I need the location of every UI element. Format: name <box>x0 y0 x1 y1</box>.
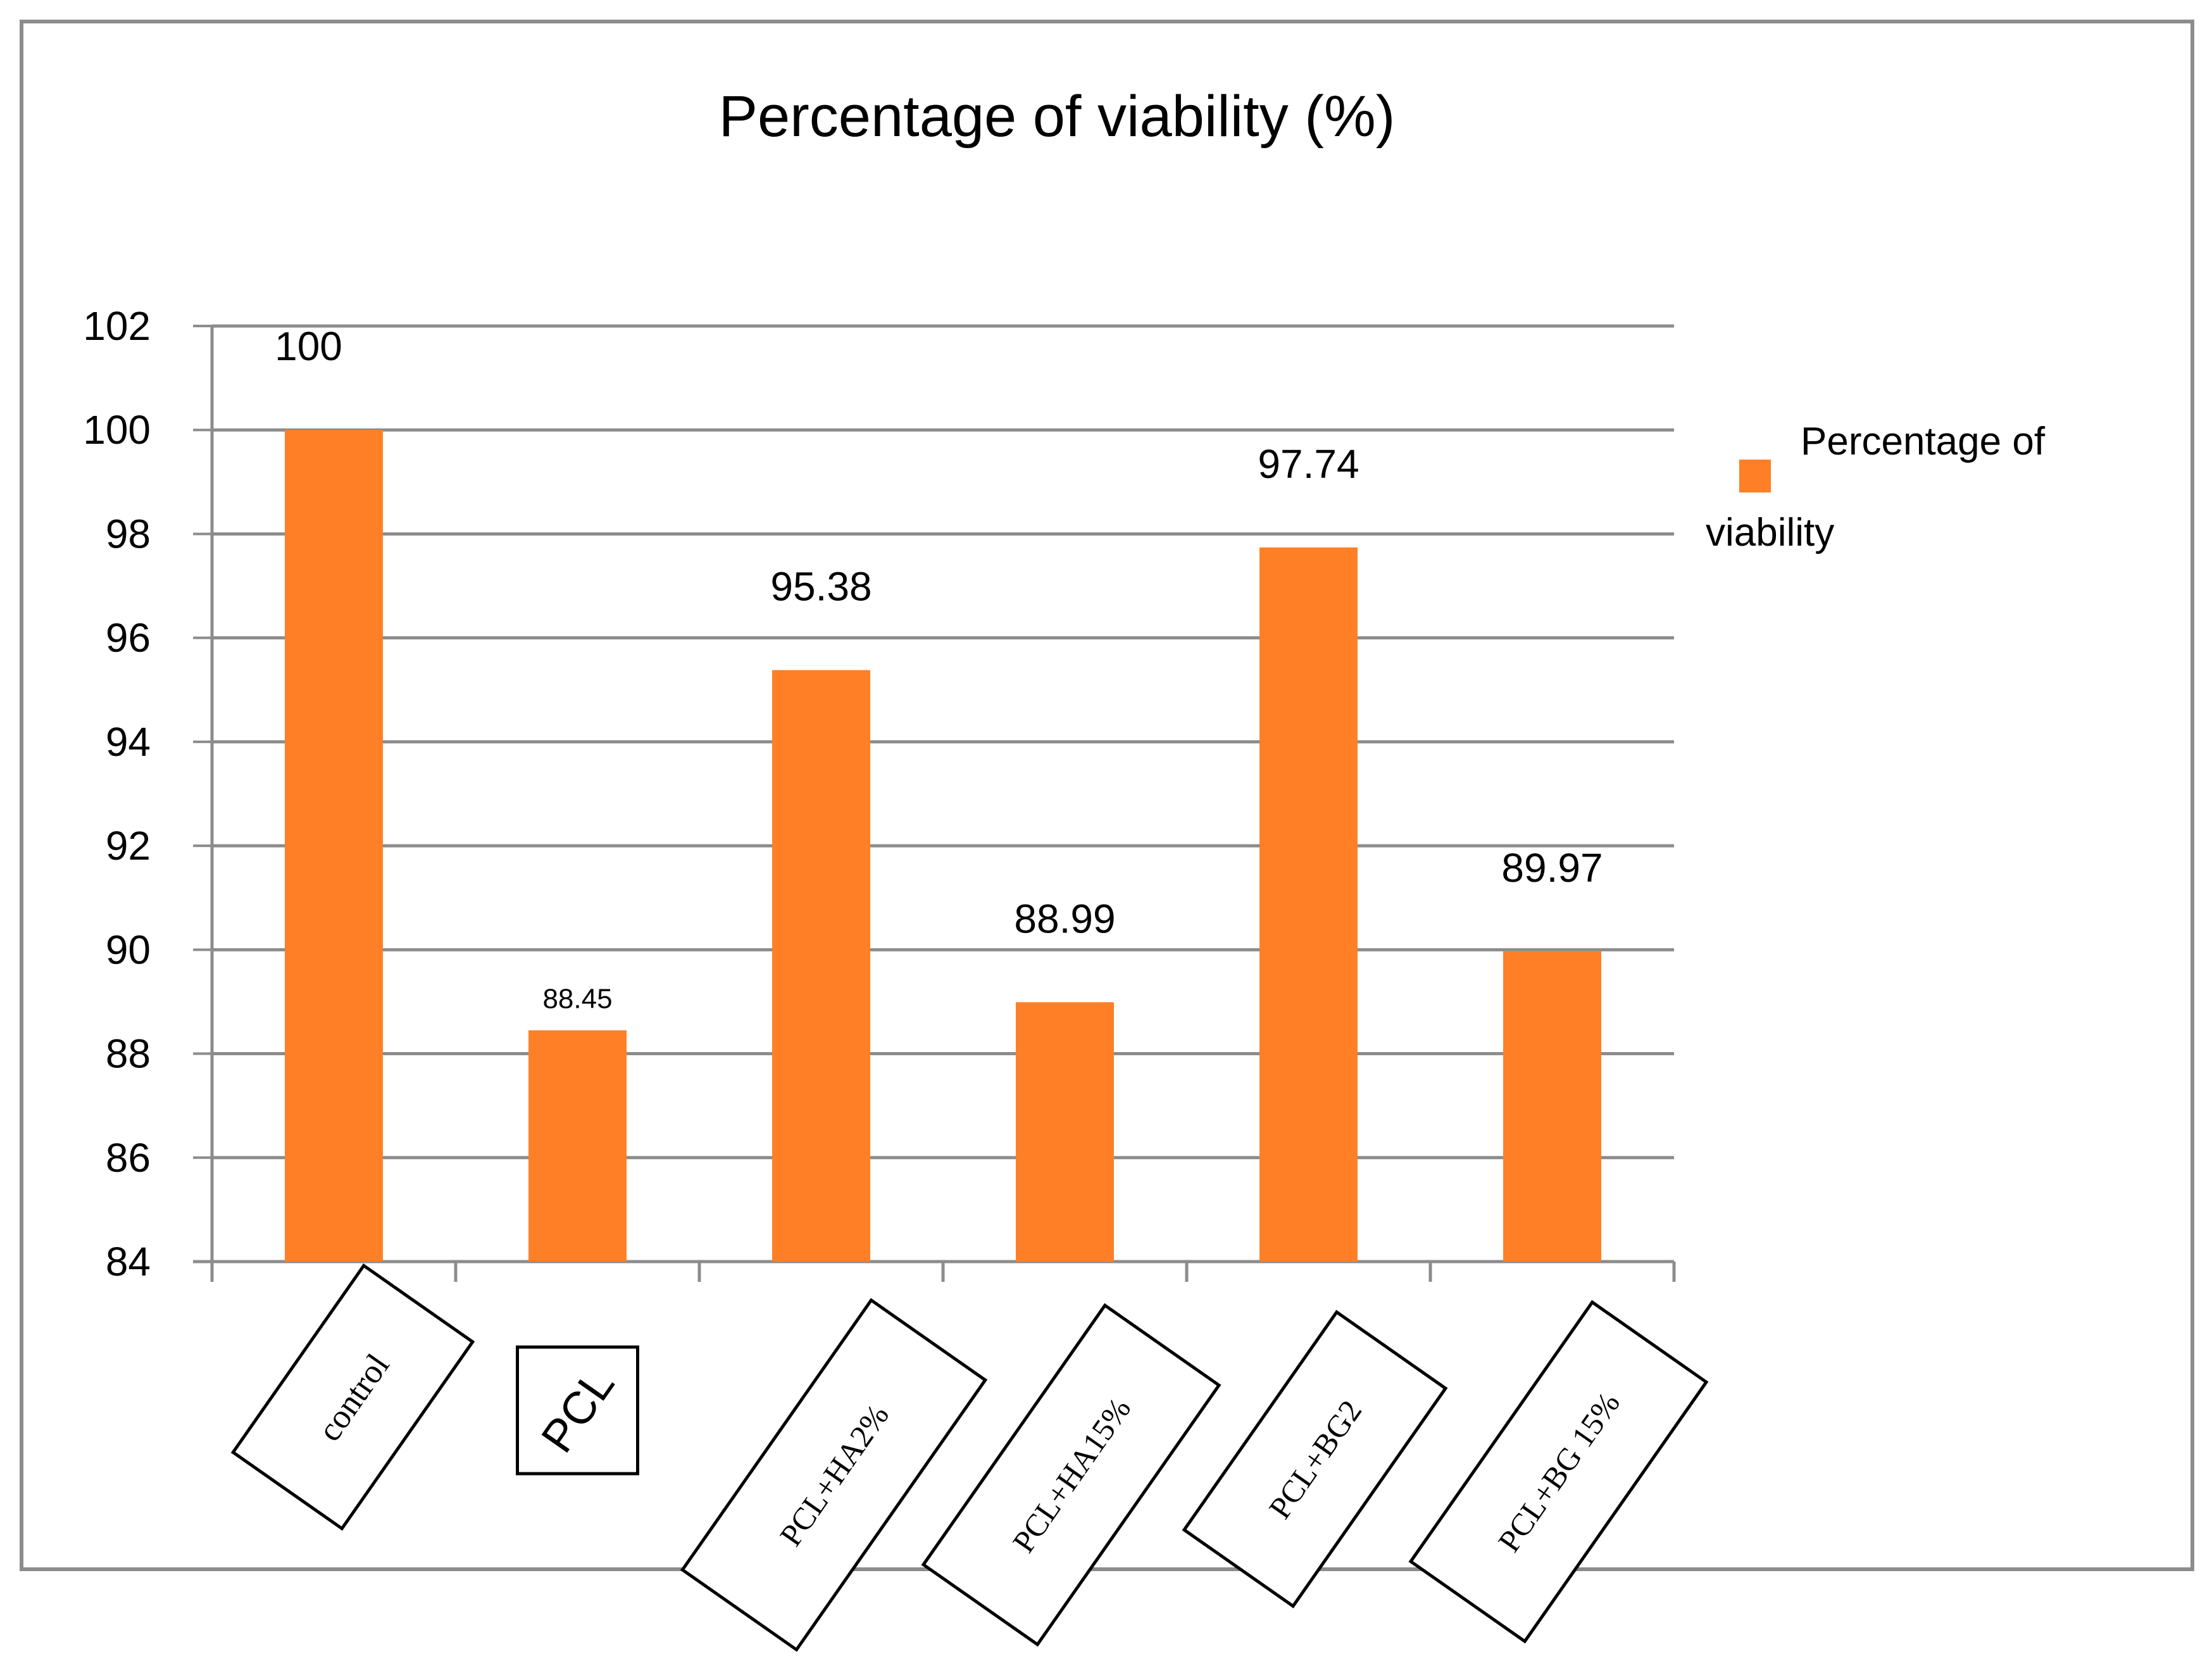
legend-label-line1: Percentage of <box>1801 420 2046 463</box>
legend-label-line2: viability <box>1706 511 1834 555</box>
bar-1 <box>528 1030 627 1262</box>
legend-swatch <box>1739 460 1771 492</box>
y-tick-label: 88 <box>106 1031 151 1077</box>
data-label-4: 97.74 <box>1258 441 1359 487</box>
bar-0 <box>285 430 383 1262</box>
data-label-3: 88.99 <box>1014 896 1115 941</box>
bar-2 <box>772 670 870 1262</box>
y-tick-label: 94 <box>106 719 151 765</box>
category-box <box>1408 1300 1709 1644</box>
y-tick-label: 96 <box>106 615 151 661</box>
data-label-2: 95.38 <box>770 564 872 610</box>
bar-3 <box>1016 1002 1114 1262</box>
category-label-3: PCL+HA15% <box>921 1303 1222 1647</box>
bar-5 <box>1503 951 1601 1262</box>
category-label-2: PCL+HA2% <box>680 1298 988 1652</box>
data-labels: 100 88.45 95.38 88.99 97.74 89.97 <box>275 323 1603 1014</box>
data-label-5: 89.97 <box>1501 845 1603 891</box>
y-tick-label: 100 <box>83 407 151 453</box>
bar-4 <box>1259 547 1358 1262</box>
bars <box>285 430 1601 1262</box>
category-box <box>921 1303 1222 1647</box>
category-box <box>1182 1310 1448 1608</box>
category-labels: control PCL PCL+HA2% PCL+HA15% PCL+BG2 PCL+BG… <box>230 1263 1709 1652</box>
y-tick-label: 102 <box>83 303 151 349</box>
category-label-1: PCL <box>516 1345 639 1476</box>
data-label-0: 100 <box>275 323 342 369</box>
y-tick-label: 90 <box>106 927 151 972</box>
category-box-frame <box>516 1345 639 1476</box>
category-label-5: PCL+BG 15% <box>1408 1300 1709 1644</box>
category-box <box>230 1263 475 1531</box>
category-label-4: PCL+BG2 <box>1182 1310 1448 1608</box>
y-tick-label: 98 <box>106 511 151 556</box>
gridlines: 84 86 88 90 92 94 96 98 100 102 <box>83 303 1674 1284</box>
y-tick-label: 86 <box>106 1135 151 1181</box>
axes <box>193 326 1676 1282</box>
legend: Percentage of viability <box>1706 420 2046 555</box>
y-tick-label: 84 <box>106 1239 151 1284</box>
category-label-0: control <box>230 1263 475 1531</box>
data-label-1: 88.45 <box>542 984 612 1015</box>
chart-title: Percentage of viability (%) <box>719 84 1396 149</box>
category-box <box>680 1298 988 1652</box>
category-box: PCL <box>516 1345 639 1476</box>
y-tick-label: 92 <box>106 823 151 868</box>
